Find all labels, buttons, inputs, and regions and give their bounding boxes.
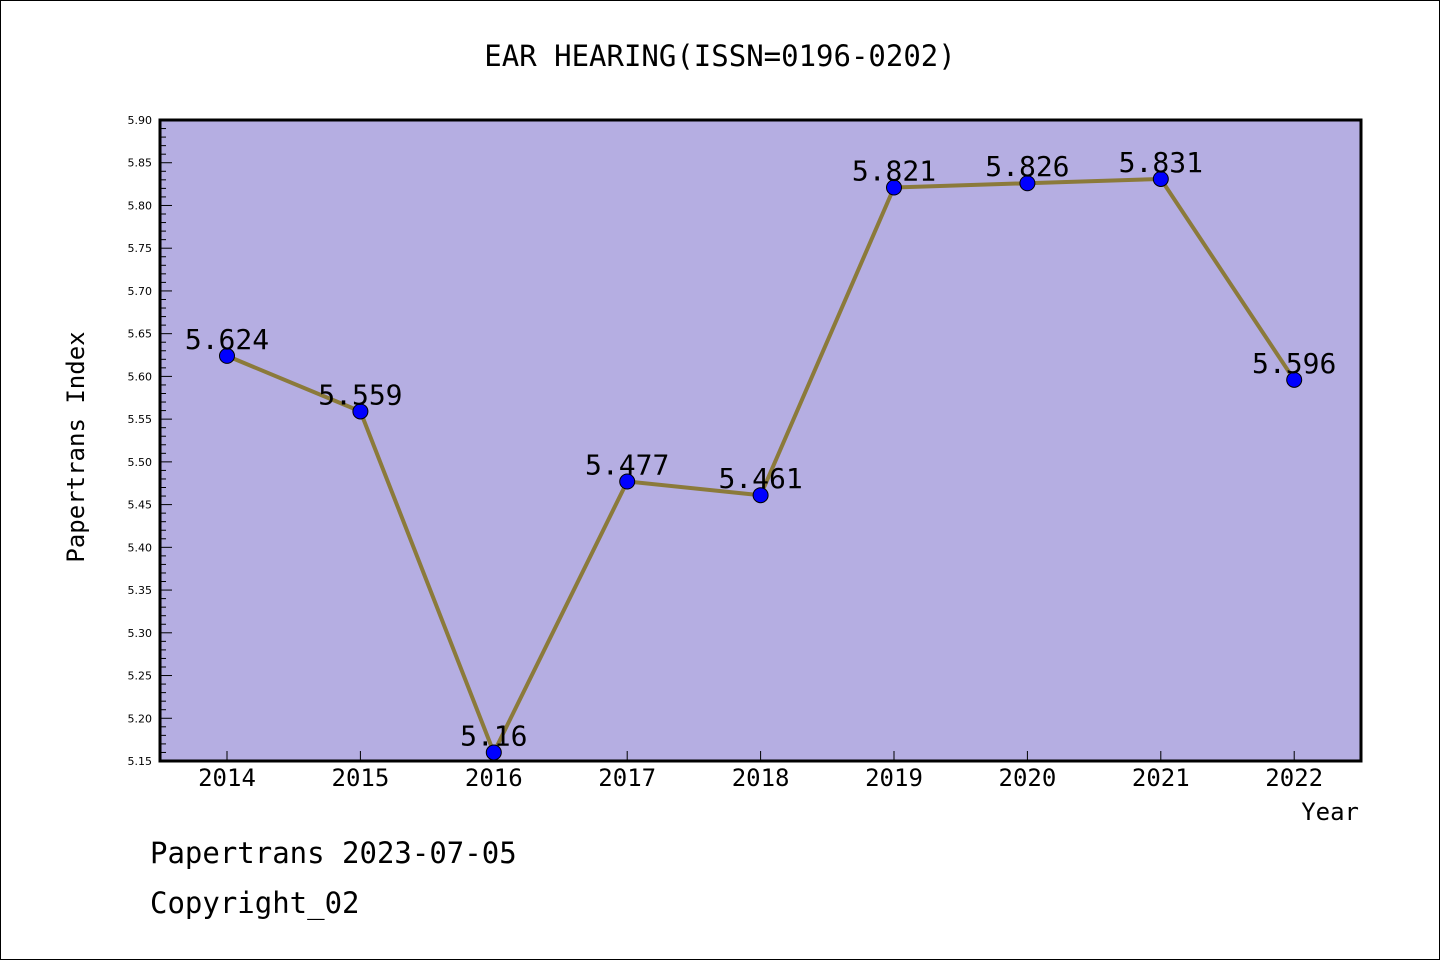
y-axis-ticks: 5.15 5.20 5.25 5.30 5.35 5.40 5.45 5.50 5.55 5.60… [128,114,172,768]
y-tick-label: 5.55 [128,413,153,426]
x-tick-label: 2022 [1265,764,1323,792]
data-point-2021 [1152,170,1169,187]
data-point-2016 [485,744,502,761]
data-markers [219,170,1303,761]
data-label-2017: 5.477 [585,449,669,482]
x-tick-label: 2017 [598,764,656,792]
y-tick-label: 5.45 [128,499,153,512]
y-tick-label: 5.80 [128,199,153,212]
data-label-2015: 5.559 [318,378,402,411]
y-tick-label: 5.35 [128,584,153,597]
y-tick-label: 5.20 [128,712,153,725]
x-tick-label: 2020 [999,764,1057,792]
data-label-2018: 5.461 [718,462,802,495]
y-tick-label: 5.25 [128,670,153,683]
y-tick-label: 5.85 [128,157,153,170]
x-axis-ticks: 2014 2015 2016 2017 2018 2019 2020 2021 2022 [198,751,1323,792]
y-tick-label: 5.90 [128,114,153,127]
x-tick-label: 2016 [465,764,523,792]
y-axis-label: Papertrans Index [62,331,90,562]
plot-area [158,118,1363,763]
footer-copyright-text: Copyright_02 [150,886,360,920]
data-label-2014: 5.624 [185,323,269,356]
chart-title: EAR HEARING(ISSN=0196-0202) [484,39,955,73]
data-label-2021: 5.831 [1119,146,1203,179]
data-point-2018 [752,487,769,504]
data-label-2020: 5.826 [985,150,1069,183]
x-axis-label: Year [1301,798,1359,826]
y-tick-label: 5.15 [128,755,153,768]
x-tick-label: 2021 [1132,764,1190,792]
footer-date-text: Papertrans 2023-07-05 [150,836,517,870]
data-label-2016: 5.16 [460,719,527,752]
data-point-2014 [219,347,235,364]
y-tick-label: 5.75 [128,242,153,255]
y-tick-label: 5.70 [128,285,153,298]
data-point-2017 [619,473,636,490]
x-tick-label: 2018 [732,764,790,792]
x-tick-label: 2019 [865,764,923,792]
y-tick-label: 5.50 [128,456,153,469]
data-label-2022: 5.596 [1252,347,1336,380]
x-tick-label: 2014 [198,764,256,792]
data-labels: 5.624 5.559 5.16 5.477 5.461 5.821 5.826 5.831 5… [185,146,1336,752]
data-point-2020 [1019,175,1036,192]
data-label-2019: 5.821 [852,155,936,188]
y-tick-label: 5.65 [128,328,153,341]
data-point-2022 [1286,371,1303,388]
data-point-2015 [352,403,369,420]
y-tick-label: 5.30 [128,627,153,640]
x-tick-label: 2015 [332,764,390,792]
y-tick-label: 5.40 [128,541,153,554]
y-tick-label: 5.60 [128,370,153,383]
data-point-2019 [886,179,902,196]
